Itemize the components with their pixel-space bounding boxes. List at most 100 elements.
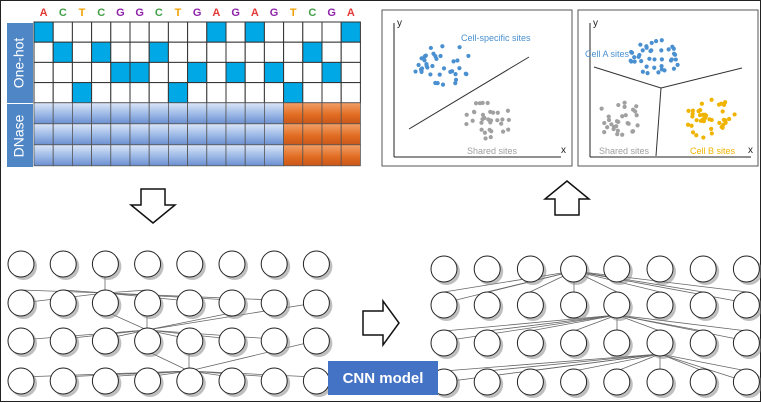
network-node [560, 255, 588, 283]
scatter-point [480, 112, 486, 117]
scatter-point [689, 123, 694, 128]
scatter-point [431, 51, 436, 56]
network-node [7, 250, 35, 278]
scatter-point [700, 112, 705, 117]
one-hot-cell [129, 41, 150, 63]
scatter-point [495, 118, 500, 123]
scatter-point [620, 114, 625, 119]
network-node [260, 367, 288, 395]
scatter-point [635, 123, 640, 128]
scatter-point [615, 128, 620, 133]
dnase-cell [302, 102, 323, 125]
one-hot-cell [33, 41, 54, 63]
scatter-point [413, 69, 418, 74]
dnase-cell [340, 144, 361, 167]
scatter-point [464, 72, 469, 77]
network-node [260, 250, 288, 278]
one-hot-cell [52, 61, 73, 84]
dnase-cell [33, 123, 54, 146]
one-hot-cell [148, 21, 169, 43]
one-hot-cell [110, 82, 131, 104]
scatter-point [428, 72, 433, 77]
sequence-base-letter: A [347, 7, 355, 19]
network-node [176, 327, 204, 355]
connection-line [529, 314, 618, 332]
network-node [516, 368, 544, 396]
dnase-cell [244, 102, 265, 125]
plot-right-y-label: y [593, 18, 598, 29]
dnase-cell [33, 102, 54, 125]
one-hot-cell [110, 61, 131, 84]
dnase-cell [206, 123, 227, 146]
plot-right-cluster-b-label: Cell B sites [690, 146, 736, 156]
dnase-cell [283, 123, 304, 146]
one-hot-cell [148, 82, 169, 104]
one-hot-cell [129, 82, 150, 104]
scatter-point [645, 71, 650, 76]
scatter-point [605, 125, 610, 130]
network-node [176, 250, 204, 278]
dnase-label-bg [7, 104, 33, 167]
scatter-point [505, 108, 511, 113]
scatter-point [453, 81, 458, 86]
scatter-point [440, 44, 445, 49]
connection-line [659, 353, 748, 372]
connection-line [188, 370, 316, 378]
one-hot-cell [91, 82, 112, 104]
scatter-plot-two-clusters: y x Cell-specific sites Shared sites [381, 9, 573, 167]
network-node [260, 289, 288, 317]
network-node [473, 255, 501, 283]
scatter-point [464, 121, 469, 127]
dnase-cell [263, 123, 284, 146]
scatter-point [606, 117, 612, 123]
scatter-point [649, 40, 654, 46]
dnase-cell [72, 123, 93, 146]
one-hot-cell [167, 82, 189, 104]
one-hot-cell [283, 41, 304, 63]
sequence-base-letter: T [175, 7, 182, 19]
scatter-point [628, 58, 633, 63]
scatter-point [632, 59, 637, 64]
dnase-cell [52, 102, 73, 125]
one-hot-cell [263, 41, 285, 63]
network-node [732, 291, 760, 319]
sequence-base-letter: G [116, 7, 125, 19]
dnase-cell [52, 144, 73, 167]
connection-line [573, 314, 618, 332]
scatter-point [506, 117, 511, 123]
dnase-cell [263, 102, 284, 125]
scatter-point [640, 69, 645, 74]
connection-line [616, 314, 748, 342]
scatter-point [634, 104, 639, 109]
one-hot-cell [167, 61, 189, 84]
dnase-cell [148, 123, 169, 146]
network-node [302, 367, 330, 395]
connection-line [573, 353, 661, 372]
sequence-base-letter: G [135, 7, 144, 19]
sequence-base-letter: C [97, 7, 105, 19]
sequence-base-letter: A [251, 7, 259, 19]
sequence-base-letter: T [290, 7, 297, 19]
one-hot-cell [187, 41, 208, 63]
scatter-point [428, 45, 433, 51]
scatter-point [622, 100, 627, 105]
dnase-cell [283, 144, 304, 167]
dnase-cell [225, 123, 246, 146]
connection-line [616, 353, 661, 372]
one-hot-cell [283, 82, 304, 104]
one-hot-cell [187, 82, 208, 104]
network-node [134, 327, 162, 355]
scatter-point [615, 131, 620, 137]
network-node [516, 329, 544, 357]
one-hot-cell [71, 61, 93, 84]
scatter-point [424, 63, 429, 69]
dnase-cell [302, 144, 323, 167]
dnase-cell [167, 144, 188, 167]
one-hot-cell [129, 61, 150, 84]
network-node [218, 250, 246, 278]
scatter-point [466, 53, 471, 59]
plot-left-y-label: y [397, 18, 402, 29]
one-hot-cell [225, 21, 246, 43]
scatter-point [686, 108, 691, 113]
